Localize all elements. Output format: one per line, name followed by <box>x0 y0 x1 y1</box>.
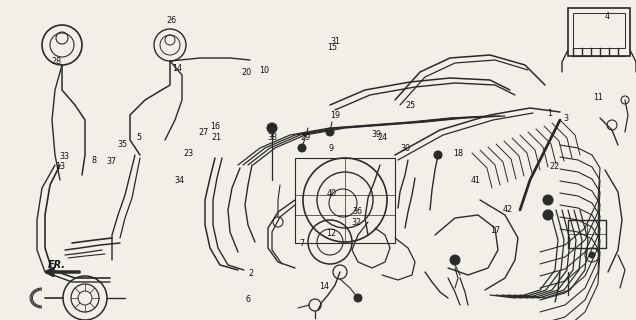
Circle shape <box>589 252 595 258</box>
Bar <box>295 158 395 243</box>
Text: 42: 42 <box>502 205 513 214</box>
Text: 10: 10 <box>259 66 269 75</box>
Text: 31: 31 <box>331 37 341 46</box>
Circle shape <box>267 123 277 133</box>
Text: 15: 15 <box>327 43 337 52</box>
Text: 11: 11 <box>593 93 603 102</box>
Text: 9: 9 <box>328 144 333 153</box>
Text: 21: 21 <box>211 133 221 142</box>
Text: 19: 19 <box>330 111 340 120</box>
Text: 17: 17 <box>490 226 500 235</box>
Text: 27: 27 <box>198 128 209 137</box>
Text: 4: 4 <box>605 12 610 21</box>
Text: 26: 26 <box>167 16 177 25</box>
Text: 29: 29 <box>300 133 310 142</box>
Text: 22: 22 <box>550 162 560 171</box>
Text: 14: 14 <box>319 282 329 291</box>
Text: 38: 38 <box>267 133 277 142</box>
Text: 32: 32 <box>351 218 361 227</box>
Text: 16: 16 <box>210 122 220 131</box>
Text: 14: 14 <box>172 64 182 73</box>
Bar <box>568 220 606 248</box>
Circle shape <box>326 128 334 136</box>
Circle shape <box>434 151 442 159</box>
Text: 7: 7 <box>300 239 305 248</box>
Text: 23: 23 <box>183 149 193 158</box>
Bar <box>573 13 625 48</box>
Text: 41: 41 <box>471 176 481 185</box>
Text: 34: 34 <box>174 176 184 185</box>
Text: 25: 25 <box>405 101 415 110</box>
Bar <box>568 8 630 56</box>
Text: 30: 30 <box>401 144 411 153</box>
Text: 24: 24 <box>378 133 388 142</box>
Text: 40: 40 <box>327 189 337 198</box>
Circle shape <box>298 144 306 152</box>
Text: 8: 8 <box>92 156 97 164</box>
Text: 13: 13 <box>55 162 66 171</box>
Text: 33: 33 <box>60 152 70 161</box>
Text: 28: 28 <box>51 57 61 66</box>
Circle shape <box>450 255 460 265</box>
Text: 12: 12 <box>326 229 336 238</box>
Text: 35: 35 <box>118 140 128 148</box>
Text: 6: 6 <box>245 295 251 304</box>
Text: 3: 3 <box>563 114 569 123</box>
Text: 36: 36 <box>352 207 363 216</box>
Text: 1: 1 <box>547 109 552 118</box>
Text: FR.: FR. <box>48 260 66 270</box>
Text: 2: 2 <box>249 269 254 278</box>
Circle shape <box>543 195 553 205</box>
Text: 20: 20 <box>241 68 251 77</box>
Circle shape <box>543 210 553 220</box>
Circle shape <box>354 294 362 302</box>
Text: 18: 18 <box>453 149 463 158</box>
Text: 37: 37 <box>106 157 116 166</box>
Text: 39: 39 <box>371 130 382 139</box>
Text: 5: 5 <box>136 133 141 142</box>
